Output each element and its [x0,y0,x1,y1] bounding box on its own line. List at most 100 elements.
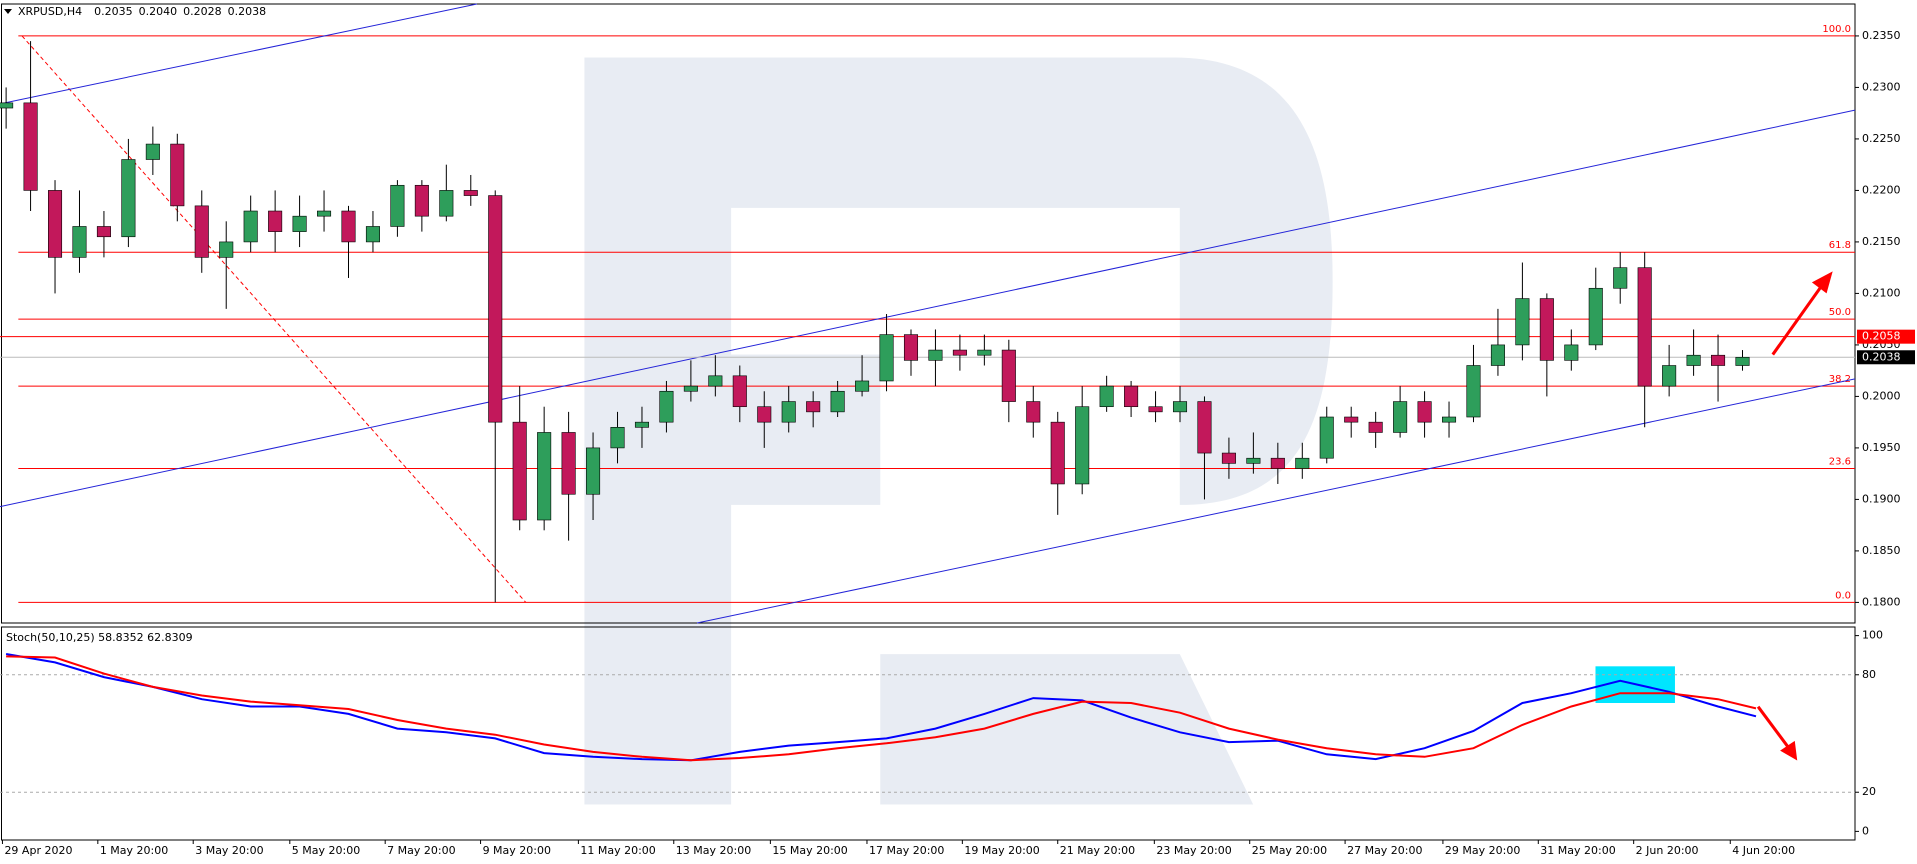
y-tick-label: 0.2300 [1862,80,1901,93]
arrow-head [1780,740,1798,761]
candle-body [1001,349,1016,402]
candle-body [1026,401,1041,423]
candle-body [928,349,943,361]
fib-base [21,35,527,603]
fib-label: 38.2 [1829,374,1851,385]
candle-body [488,195,503,423]
y-tick-label: 0.1850 [1862,544,1901,557]
candle-body [1172,401,1188,413]
fib-label: 61.8 [1829,240,1851,251]
x-tick-label: 23 May 20:00 [1156,844,1231,857]
fib-label: 100.0 [1822,24,1851,35]
price-box-label: 0.2058 [1862,330,1901,343]
price-box-label: 0.2038 [1862,350,1901,363]
fib-label: 23.6 [1829,457,1851,468]
y-tick-label: 20 [1862,785,1876,798]
x-tick-label: 31 May 20:00 [1540,844,1615,857]
arrow-down [1756,705,1792,751]
candle-body [48,190,63,258]
candle-body [1319,416,1334,459]
candle-body [634,421,649,428]
y-tick-label: 0.2200 [1862,183,1901,196]
candle-body [96,226,111,238]
candle-body [1221,452,1236,464]
candle-body [781,401,796,423]
candle-body [757,406,772,423]
y-tick-label: 0.1900 [1862,492,1901,505]
arrow-up [1771,281,1826,356]
x-tick-label: 25 May 20:00 [1252,844,1327,857]
y-tick-label: 0.2000 [1862,389,1901,402]
candle-body [1711,354,1726,366]
candle-body [219,241,234,258]
candle-body [903,334,919,361]
y-tick-label: 0 [1862,824,1869,837]
stoch-panel [1,626,1856,841]
candle-body [977,349,992,356]
candle-body [268,210,283,232]
candle-body [586,447,601,495]
y-tick-label: 0.1950 [1862,441,1901,454]
y-tick-label: 0.1800 [1862,595,1901,608]
y-tick-label: 100 [1862,629,1883,642]
main-panel [1,3,1856,624]
arrow-head [1811,271,1833,294]
candle-body [1735,356,1750,366]
candle-body [561,432,576,495]
candle-body [121,159,136,238]
candle-body [341,210,356,243]
candle-body [1588,287,1603,346]
candle-body [1515,298,1530,346]
candle-body [72,226,87,258]
trendline [0,3,477,105]
candle-body [1539,298,1554,361]
candle-body [1686,354,1701,366]
candle-body [317,210,332,217]
x-tick-label: 2 Jun 20:00 [1636,844,1699,857]
candle-body [1148,406,1163,413]
ohlc-value: 0.2040 [139,5,178,18]
candle-body [1368,421,1383,433]
candle-body [1662,365,1677,387]
menu-triangle[interactable] [4,9,12,14]
chart-title: XRPUSD,H4 [18,5,82,18]
x-tick-label: 4 Jun 20:00 [1732,844,1795,857]
x-tick-label: 9 May 20:00 [483,844,551,857]
candle-body [1564,344,1579,361]
x-tick-label: 17 May 20:00 [869,844,944,857]
candle-body [1442,416,1457,423]
candle-body [0,102,14,109]
candle-body [830,390,845,413]
candle-body [855,380,870,392]
candle-body [1490,344,1505,366]
x-tick-label: 29 May 20:00 [1445,844,1520,857]
watermark [584,57,1675,805]
candle-body [1466,365,1481,418]
stoch-line [5,653,1757,762]
x-tick-label: 19 May 20:00 [964,844,1039,857]
watermark-leg [880,654,1254,805]
candle-body [659,390,674,423]
candle-body [1270,457,1285,469]
stoch-line [6,655,1757,762]
candle-body [1613,267,1628,289]
x-tick-label: 5 May 20:00 [292,844,360,857]
y-tick-label: 0.2250 [1862,132,1901,145]
y-tick-label: 0.2100 [1862,286,1901,299]
candle-body [365,226,380,243]
x-tick-label: 7 May 20:00 [387,844,455,857]
stoch-title: Stoch(50,10,25) 58.8352 62.8309 [6,631,193,644]
candle-body [1099,385,1114,408]
trendline [696,378,1856,624]
candle-body [512,421,527,521]
candle-body [952,349,967,356]
ohlc-value: 0.2038 [228,5,267,18]
candle-body [439,190,454,217]
annotations [1756,271,1833,761]
x-tick-label: 21 May 20:00 [1060,844,1135,857]
candle-body [683,385,698,392]
candle-body [170,143,185,207]
candle-body [23,102,38,191]
ohlc-value: 0.2035 [94,5,133,18]
